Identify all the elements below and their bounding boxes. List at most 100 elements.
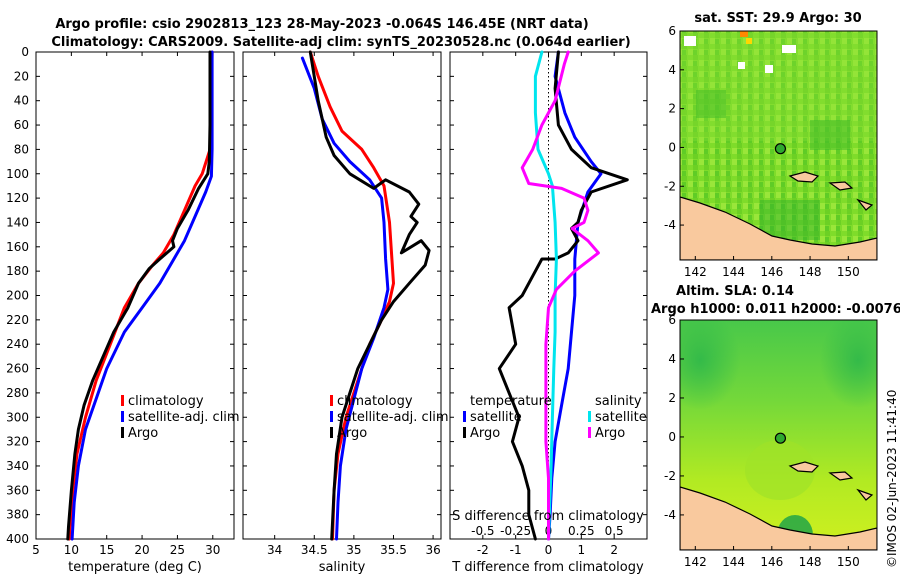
cloud-gap xyxy=(684,36,696,46)
map-y-tick-label: 4 xyxy=(668,63,676,77)
depth-tick-label: 380 xyxy=(6,508,29,522)
map-x-tick-label: 148 xyxy=(799,265,822,279)
difference-legend: temperature satellite Argo salinity sate… xyxy=(463,394,647,441)
t-difference-axis-label: T difference from climatology xyxy=(451,560,644,575)
x-tick-label: 2 xyxy=(610,543,618,557)
legend-label-s-argo: Argo xyxy=(595,426,625,441)
x-tick-label: 34.5 xyxy=(301,543,328,557)
map-y-tick-label: 0 xyxy=(668,430,676,444)
depth-tick-label: 260 xyxy=(6,362,29,376)
figure-title-line1: Argo profile: csio 2902813_123 28-May-20… xyxy=(55,17,588,32)
map-y-tick-label: -2 xyxy=(664,469,676,483)
warm-patch xyxy=(746,38,752,44)
depth-axis: 0 20 40 60 80 100 120 140 160 180 200 220 240 260 280 3… xyxy=(6,45,29,546)
map-x-tick-label: 142 xyxy=(684,555,707,569)
cloud-gap xyxy=(738,62,745,69)
sst-map-ticks: 142 144 146 148 150 -4 -2 0 2 4 6 xyxy=(664,24,860,279)
depth-tick-label: 220 xyxy=(6,313,29,327)
temperature-panel-frame xyxy=(35,51,235,540)
x-tick-label: 5 xyxy=(32,543,40,557)
land-new-guinea xyxy=(680,196,877,260)
series-line-argo xyxy=(308,50,431,541)
salinity-axis-label: salinity xyxy=(319,560,366,575)
map-y-tick-label: -4 xyxy=(664,508,676,522)
depth-tick-label: 80 xyxy=(14,142,29,156)
legend-header-temperature: temperature xyxy=(470,394,552,409)
sla-map-title: Altim. SLA: 0.14 xyxy=(676,284,794,299)
map-y-tick-label: 6 xyxy=(668,313,676,327)
series-line-satellite-adj-clim xyxy=(70,50,214,541)
imos-timestamp: ©IMOS 02-Jun-2023 11:41:40 xyxy=(885,390,899,568)
x2-tick-label: 0.5 xyxy=(605,524,624,538)
argo-location-marker xyxy=(774,143,787,155)
depth-tick-label: 100 xyxy=(6,167,29,181)
island xyxy=(828,471,854,481)
sst-patch xyxy=(760,200,820,240)
x-tick-label: 25 xyxy=(170,543,185,557)
depth-tick-label: 200 xyxy=(6,289,29,303)
depth-tick-label: 20 xyxy=(14,69,29,83)
map-y-tick-label: 6 xyxy=(668,24,676,38)
x-tick-label: 35 xyxy=(346,543,361,557)
x-tick-label: 35.5 xyxy=(380,543,407,557)
x-tick-label: 10 xyxy=(64,543,79,557)
island xyxy=(788,171,820,183)
legend-swatch-argo xyxy=(121,427,124,438)
depth-tick-label: 400 xyxy=(6,532,29,546)
legend-swatch-t-argo xyxy=(463,427,466,438)
map-y-tick-label: 2 xyxy=(668,391,676,405)
legend-label-climatology: climatology xyxy=(128,394,204,409)
sla-map xyxy=(680,320,877,550)
sst-map xyxy=(680,31,877,260)
depth-tick-label: 140 xyxy=(6,215,29,229)
depth-tick-label: 60 xyxy=(14,118,29,132)
sla-high xyxy=(680,320,740,410)
cloud-gap xyxy=(782,45,796,53)
x-tick-label: 36 xyxy=(425,543,440,557)
legend-label-satellite: satellite-adj. clim xyxy=(337,410,449,425)
sla-patch xyxy=(745,440,815,500)
figure-title-line2: Climatology: CARS2009. Satellite-adj cli… xyxy=(51,35,630,50)
island xyxy=(828,181,854,191)
map-x-tick-label: 146 xyxy=(760,555,783,569)
warm-patch xyxy=(740,31,748,37)
map-x-tick-label: 150 xyxy=(837,265,860,279)
island xyxy=(856,198,874,211)
x-tick-label: 0 xyxy=(545,543,553,557)
x2-tick-label: -0.25 xyxy=(500,524,531,538)
argo-location-marker xyxy=(774,432,787,444)
legend-swatch-t-satellite xyxy=(463,411,466,422)
temperature-legend: climatology satellite-adj. clim Argo xyxy=(121,394,240,441)
panel-ticks: 5 10 15 20 25 30 34 34.5 35 35.5 36 -2 -1 0 1 2 -0.5 -0.2… xyxy=(32,51,647,557)
x2-tick-label: 0.25 xyxy=(568,524,595,538)
sla-map-subtitle: Argo h1000: 0.011 h2000: -0.0076 xyxy=(651,302,900,317)
x-tick-label: 1 xyxy=(578,543,586,557)
x-tick-label: 34 xyxy=(267,543,282,557)
legend-label-t-satellite: satellite xyxy=(470,410,522,425)
land-new-guinea xyxy=(680,486,877,550)
depth-tick-label: 300 xyxy=(6,410,29,424)
x2-tick-label: -0.5 xyxy=(471,524,494,538)
depth-tick-label: 320 xyxy=(6,435,29,449)
legend-header-salinity: salinity xyxy=(595,394,642,409)
legend-label-argo: Argo xyxy=(128,426,158,441)
legend-swatch-climatology xyxy=(330,395,333,406)
series-line-temperature-argo xyxy=(497,50,629,541)
legend-swatch-satellite xyxy=(121,411,124,422)
legend-swatch-s-satellite xyxy=(588,411,591,422)
sla-high xyxy=(820,320,877,408)
map-x-tick-label: 142 xyxy=(684,265,707,279)
island xyxy=(788,461,820,473)
depth-tick-label: 0 xyxy=(21,45,29,59)
sla-map-ticks: 142 144 146 148 150 -4 -2 0 2 4 6 xyxy=(664,313,860,569)
x-tick-label: 20 xyxy=(134,543,149,557)
x-tick-label: 15 xyxy=(99,543,114,557)
legend-swatch-argo xyxy=(330,427,333,438)
map-y-tick-label: -4 xyxy=(664,218,676,232)
salinity-legend: climatology satellite-adj. clim Argo xyxy=(330,394,449,441)
series-line-salinity-argo xyxy=(520,50,600,541)
legend-label-satellite: satellite-adj. clim xyxy=(128,410,240,425)
map-x-tick-label: 146 xyxy=(760,265,783,279)
map-x-tick-label: 144 xyxy=(722,265,745,279)
